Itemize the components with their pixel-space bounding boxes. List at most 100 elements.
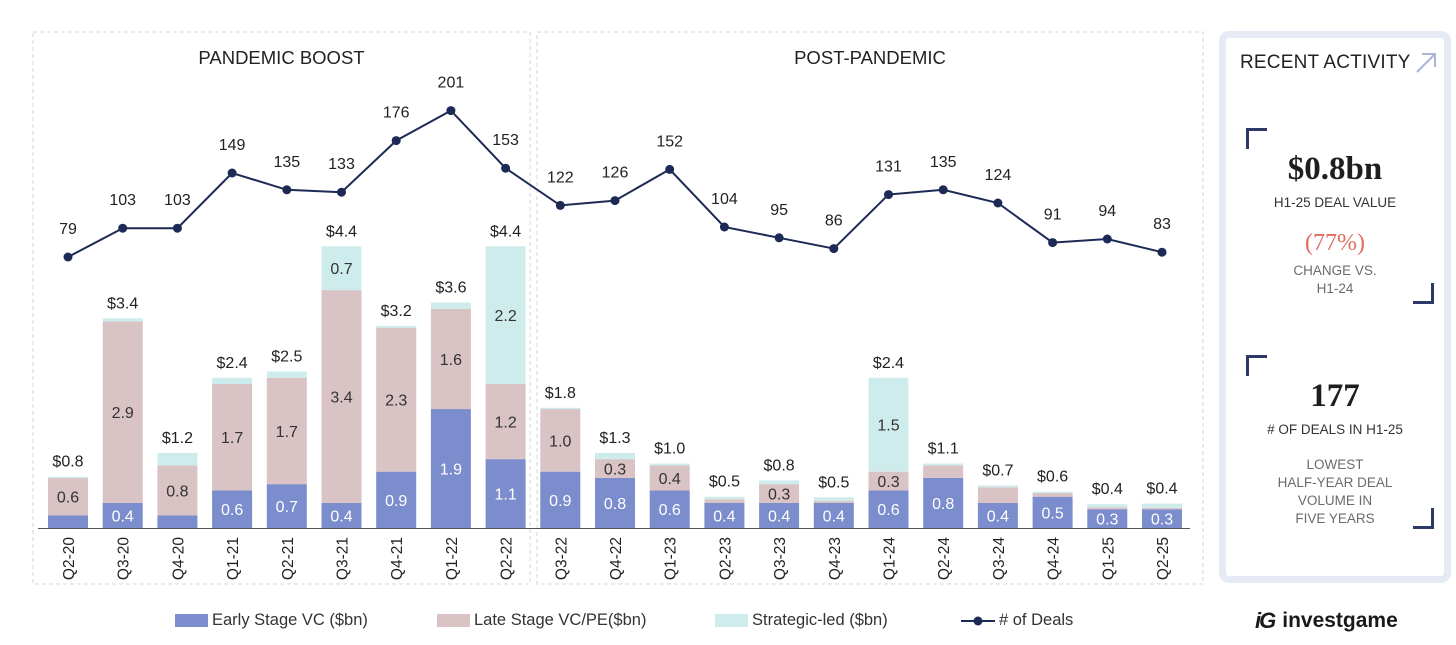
deals-value-label: 131 <box>875 159 902 176</box>
deals-point <box>282 185 292 195</box>
deals-value-label: 133 <box>328 156 355 173</box>
bar-value-label: 0.4 <box>112 508 134 525</box>
deals-point <box>391 136 401 146</box>
bar-late-stage <box>485 384 526 460</box>
bar-total-label: $0.4 <box>1146 481 1177 498</box>
recent-activity-panel: RECENT ACTIVITY $0.8bn H1-25 DEAL VALUE … <box>1219 31 1451 583</box>
x-tick-label: Q1-25 <box>1100 537 1117 580</box>
bar-strategic <box>540 407 581 410</box>
bar-value-label: 0.6 <box>659 502 681 519</box>
bar-total-label: $2.4 <box>217 355 248 372</box>
deal-value: $0.8bn <box>1287 151 1383 187</box>
arrow-up-right-icon <box>1416 53 1436 73</box>
deal-value-label: H1-25 DEAL VALUE <box>1273 195 1397 210</box>
deals-point <box>610 196 620 206</box>
deals-value-label: 135 <box>273 154 300 171</box>
bar-total-label: $0.8 <box>764 457 795 474</box>
bar-strategic <box>212 377 253 385</box>
deals-value-label: 86 <box>825 213 843 230</box>
bar-value-label: 0.9 <box>385 493 407 510</box>
bar-late-stage <box>595 459 635 478</box>
bar-value-label: 1.6 <box>440 352 462 369</box>
deals-point <box>719 222 729 232</box>
x-tick-label: Q3-21 <box>335 537 352 580</box>
legend-swatch <box>175 614 208 627</box>
deals-value-label: 104 <box>711 191 738 208</box>
bar-late-stage <box>977 487 1018 503</box>
bar-value-label: 0.3 <box>1151 512 1173 529</box>
bar-strategic <box>102 318 143 322</box>
bar-strategic <box>430 302 471 309</box>
bar-total-label: $1.3 <box>599 430 630 447</box>
bar-early-stage <box>212 490 253 528</box>
bar-total-label: $2.4 <box>873 355 904 372</box>
bar-value-label: 0.5 <box>1041 505 1063 522</box>
x-tick-label: Q4-20 <box>170 537 187 580</box>
bar-total-label: $4.4 <box>326 223 357 240</box>
bar-early-stage <box>923 477 964 528</box>
bar-value-label: 1.5 <box>877 418 899 435</box>
bar-late-stage <box>376 327 417 472</box>
deals-value-label: 103 <box>164 192 191 209</box>
change-value: (77%) <box>1305 230 1365 256</box>
bar-strategic <box>1032 491 1073 493</box>
deals-point <box>227 168 237 178</box>
bar-early-stage <box>102 502 143 528</box>
bar-strategic <box>485 246 526 385</box>
bar-value-label: 1.2 <box>494 415 516 432</box>
bar-strategic <box>868 377 909 472</box>
bar-total-label: $1.8 <box>545 385 576 402</box>
legend-swatch <box>715 614 748 627</box>
bar-strategic <box>759 480 800 485</box>
bar-value-label: 1.9 <box>440 462 462 479</box>
legend-label: Strategic-led ($bn) <box>752 611 888 629</box>
deals-point <box>118 223 128 233</box>
x-tick-label: Q2-25 <box>1155 537 1172 580</box>
bar-value-label: 0.3 <box>768 487 790 504</box>
bar-value-label: 0.9 <box>549 493 571 510</box>
deals-value-label: 122 <box>547 169 574 186</box>
bar-late-stage <box>813 501 854 503</box>
bar-total-label: $0.8 <box>52 454 83 471</box>
section-title: POST-PANDEMIC <box>794 47 946 68</box>
x-tick-label: Q4-22 <box>608 537 625 580</box>
bar-early-stage <box>540 471 581 528</box>
bar-value-label: 2.2 <box>494 308 516 325</box>
deals-point <box>1102 234 1112 244</box>
deals-value-label: 176 <box>383 105 410 122</box>
bar-total-label: $1.1 <box>928 441 959 458</box>
bar-strategic <box>157 452 198 466</box>
bar-total-label: $3.6 <box>435 280 466 297</box>
deals-point <box>1048 238 1058 248</box>
deals-value-label: 83 <box>1153 216 1171 233</box>
x-tick-label: Q4-21 <box>389 537 406 580</box>
deals-value-label: 79 <box>59 221 77 238</box>
bar-value-label: 2.9 <box>112 405 134 422</box>
change-label-1: CHANGE VS. <box>1293 263 1377 278</box>
bar-late-stage <box>430 308 471 410</box>
deals-value-label: 135 <box>930 154 957 171</box>
bar-early-stage <box>813 502 854 528</box>
bar-strategic <box>923 463 964 466</box>
bar-strategic <box>595 452 635 460</box>
x-tick-label: Q4-23 <box>827 537 844 580</box>
x-tick-label: Q2-23 <box>717 537 734 580</box>
bar-value-label: 0.4 <box>768 508 790 525</box>
bar-late-stage <box>266 377 307 485</box>
bar-early-stage <box>485 459 526 528</box>
bar-late-stage <box>1142 507 1182 510</box>
deals-value-label: 94 <box>1098 203 1116 220</box>
bar-late-stage <box>540 409 581 472</box>
bar-late-stage <box>48 477 88 516</box>
bar-early-stage <box>48 515 88 528</box>
bar-early-stage <box>321 502 362 528</box>
change-label-2: H1-24 <box>1316 281 1354 296</box>
deals-value-label: 103 <box>109 192 136 209</box>
deals-value-label: 201 <box>438 75 465 92</box>
bar-strategic <box>1142 503 1182 508</box>
bar-value-label: 0.4 <box>713 508 735 525</box>
deals-point <box>993 198 1003 208</box>
bar-value-label: 0.4 <box>659 471 681 488</box>
x-tick-label: Q3-24 <box>991 537 1008 580</box>
bar-value-label: 0.6 <box>57 490 79 507</box>
